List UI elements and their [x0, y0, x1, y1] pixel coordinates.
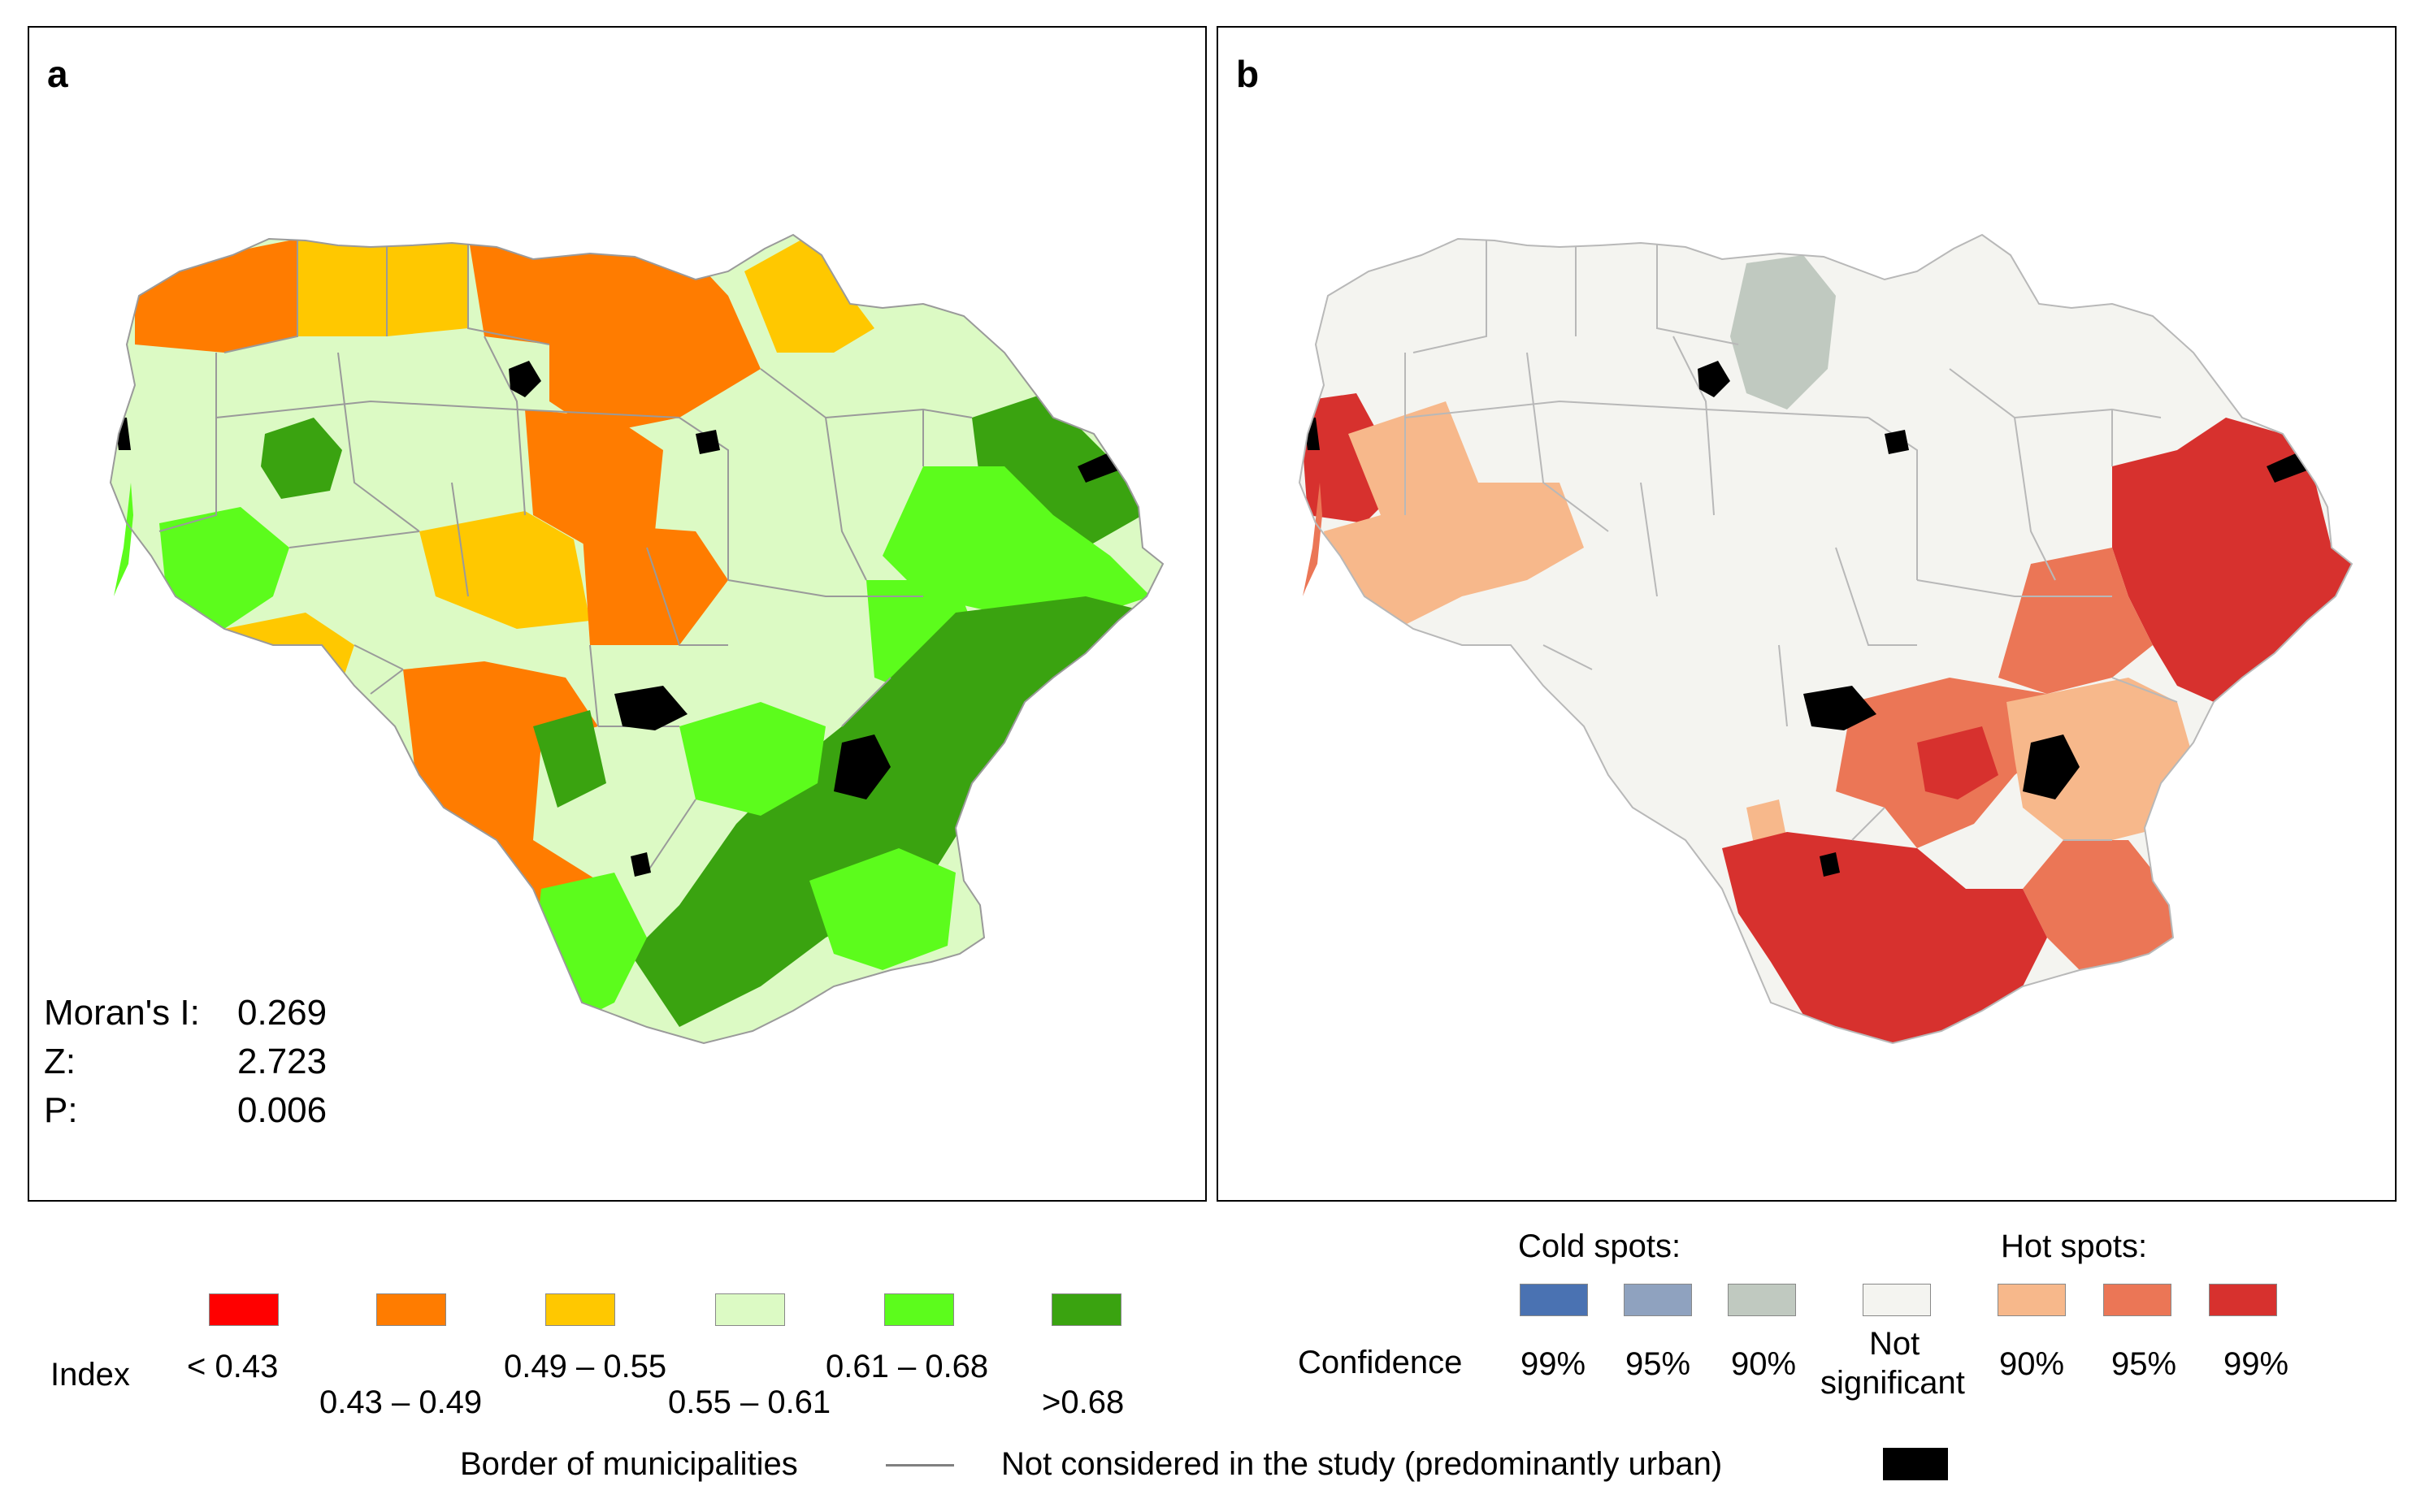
index-legend-title: Index: [50, 1357, 130, 1393]
index-label-5: >0.68: [1042, 1384, 1125, 1420]
hot-label-6: 99%: [2223, 1346, 2289, 1382]
region-s-darkgreen: [533, 710, 606, 808]
region-se-hot-95: [2023, 840, 2173, 970]
border-legend-line: [886, 1464, 954, 1467]
cold-spots-title: Cold spots:: [1518, 1228, 1681, 1264]
hot-label-4: 90%: [1999, 1346, 2065, 1382]
border-legend-label: Border of municipalities: [460, 1446, 798, 1482]
region-c-orange: [525, 409, 663, 548]
municipality-borders-b: [1404, 235, 2178, 841]
p-label: P:: [44, 1090, 78, 1130]
index-label-3: 0.55 – 0.61: [668, 1384, 831, 1420]
region-sw-green: [159, 507, 289, 629]
morans-value: 0.269: [237, 993, 328, 1033]
index-swatch-5: [1052, 1293, 1121, 1326]
confidence-label: Confidence: [1298, 1345, 1463, 1380]
urban-legend-label: Not considered in the study (predominant…: [1001, 1446, 1723, 1482]
hot-spots-title: Hot spots:: [2001, 1228, 2148, 1264]
index-swatch-4: [884, 1293, 954, 1326]
panel-b-hotspot-map: b: [1217, 26, 2397, 1202]
hot-label-5: 95%: [2111, 1346, 2177, 1382]
hot-label-3: Not: [1869, 1326, 1920, 1362]
region-se-darkgreen: [631, 596, 1151, 1027]
hot-label-1: 95%: [1625, 1346, 1691, 1382]
region-n-orange: [468, 235, 761, 434]
region-w-darkgreen: [261, 418, 342, 499]
region-se-green: [809, 848, 956, 970]
region-cold-90: [1730, 255, 1836, 409]
index-label-1: 0.43 – 0.49: [319, 1384, 483, 1420]
country-outline-b: [1298, 233, 2353, 1045]
curonian-spit-b: [1303, 483, 1322, 596]
map-b: [1298, 233, 2353, 1045]
index-swatch-2: [545, 1293, 615, 1326]
panel-a-index-map: a: [28, 26, 1207, 1202]
region-n-yellow: [297, 235, 468, 336]
hot-label-0: 99%: [1521, 1346, 1586, 1382]
region-c-yellow: [419, 511, 590, 629]
hot-swatch-5: [2103, 1284, 2171, 1316]
region-e-hot-99: [2112, 418, 2352, 702]
hot-label-2: 90%: [1731, 1346, 1797, 1382]
region-e-hot-95: [1998, 548, 2153, 694]
hot-swatch-4: [1998, 1284, 2066, 1316]
panel-a-letter: a: [47, 53, 68, 95]
panel-b-letter: b: [1236, 53, 1260, 95]
hot-swatch-1: [1624, 1284, 1692, 1316]
lithuania-choropleth: [111, 235, 1163, 1043]
region-c-hot-99: [1917, 726, 1998, 799]
index-label-4: 0.61 – 0.68: [826, 1349, 989, 1384]
index-label-0: < 0.43: [187, 1349, 279, 1384]
map-a: [109, 233, 1165, 1045]
region-e-hot-90: [2006, 678, 2193, 840]
region-w-hot-90: [1324, 401, 1584, 629]
curonian-spit: [114, 483, 133, 596]
index-swatch-3: [715, 1293, 785, 1326]
hot-swatch-0: [1520, 1284, 1588, 1316]
index-label-2: 0.49 – 0.55: [504, 1349, 667, 1384]
region-center-green: [679, 702, 826, 816]
z-label: Z:: [44, 1042, 76, 1081]
municipality-borders: [158, 235, 973, 873]
country-outline-a: [109, 233, 1165, 1045]
hot-swatch-3: [1863, 1284, 1931, 1316]
hot-swatch-2: [1728, 1284, 1796, 1316]
hot-swatch-6: [2209, 1284, 2277, 1316]
morans-label: Moran's I:: [44, 993, 200, 1033]
z-value: 2.723: [237, 1042, 328, 1081]
region-c-orange-2: [582, 523, 728, 645]
region-nw-orange: [135, 239, 297, 353]
region-ne-yellow: [744, 235, 874, 353]
p-value: 0.006: [237, 1090, 328, 1130]
urban-legend-swatch: [1883, 1448, 1948, 1480]
lithuania-hotspots: [1299, 235, 2352, 1043]
index-swatch-0: [209, 1293, 279, 1326]
hot-label-3b: significant: [1820, 1365, 1965, 1401]
region-s-hot-99: [1722, 832, 2047, 1043]
index-swatch-1: [376, 1293, 446, 1326]
